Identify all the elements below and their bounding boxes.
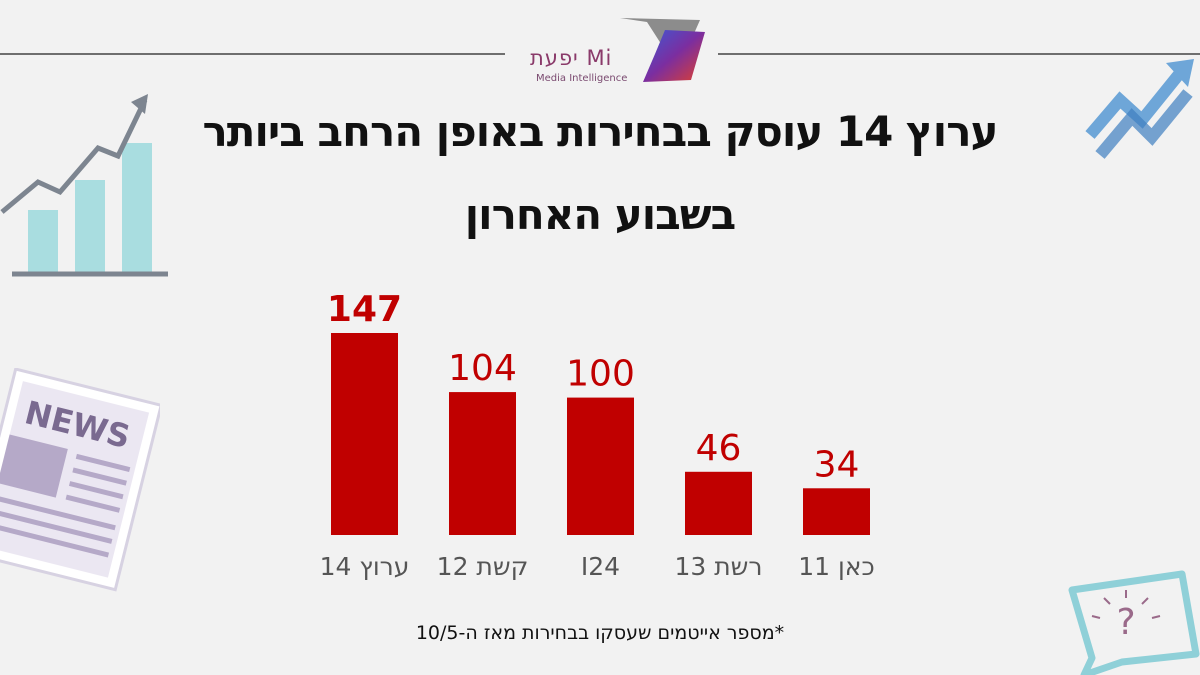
category-label-4: כאן 11 (798, 552, 875, 581)
data-label-2: 100 (566, 354, 635, 395)
chart-title-line-1: ערוץ 14 עוסק בבחירות באופן הרחב ביותר (202, 107, 999, 156)
trend-arrows-icon (1085, 59, 1194, 159)
top-rule-right (718, 53, 1200, 55)
data-label-1: 104 (448, 348, 517, 389)
brand-logo-text: יפעת Mi (530, 46, 613, 70)
bar-0 (331, 333, 398, 535)
svg-text:?: ? (1116, 602, 1135, 643)
chart-title-line-2: בשבוע האחרון (464, 190, 737, 239)
category-label-3: רשת 13 (674, 552, 762, 581)
question-bubble-icon: ? (1068, 570, 1200, 675)
newspaper-icon: NEWS (0, 368, 160, 592)
brand-logo-mark (620, 18, 705, 82)
brand-logo-subtext: Media Intelligence (536, 73, 628, 84)
data-label-4: 34 (814, 444, 860, 485)
bar-3 (685, 471, 752, 535)
bar-4 (803, 488, 870, 535)
footnote: *מספר אייטמים שעסקו בבחירות מאז ה-10/5 (415, 622, 785, 644)
bar-2 (567, 397, 634, 535)
data-label-3: 46 (696, 428, 742, 469)
growth-chart-icon (0, 94, 168, 277)
top-rule-left (0, 53, 505, 55)
category-label-0: ערוץ 14 (320, 552, 410, 581)
bar-1 (449, 392, 516, 535)
category-label-1: קשת 12 (437, 552, 529, 581)
data-label-0: 147 (327, 289, 402, 330)
category-label-2: I24 (581, 552, 620, 581)
